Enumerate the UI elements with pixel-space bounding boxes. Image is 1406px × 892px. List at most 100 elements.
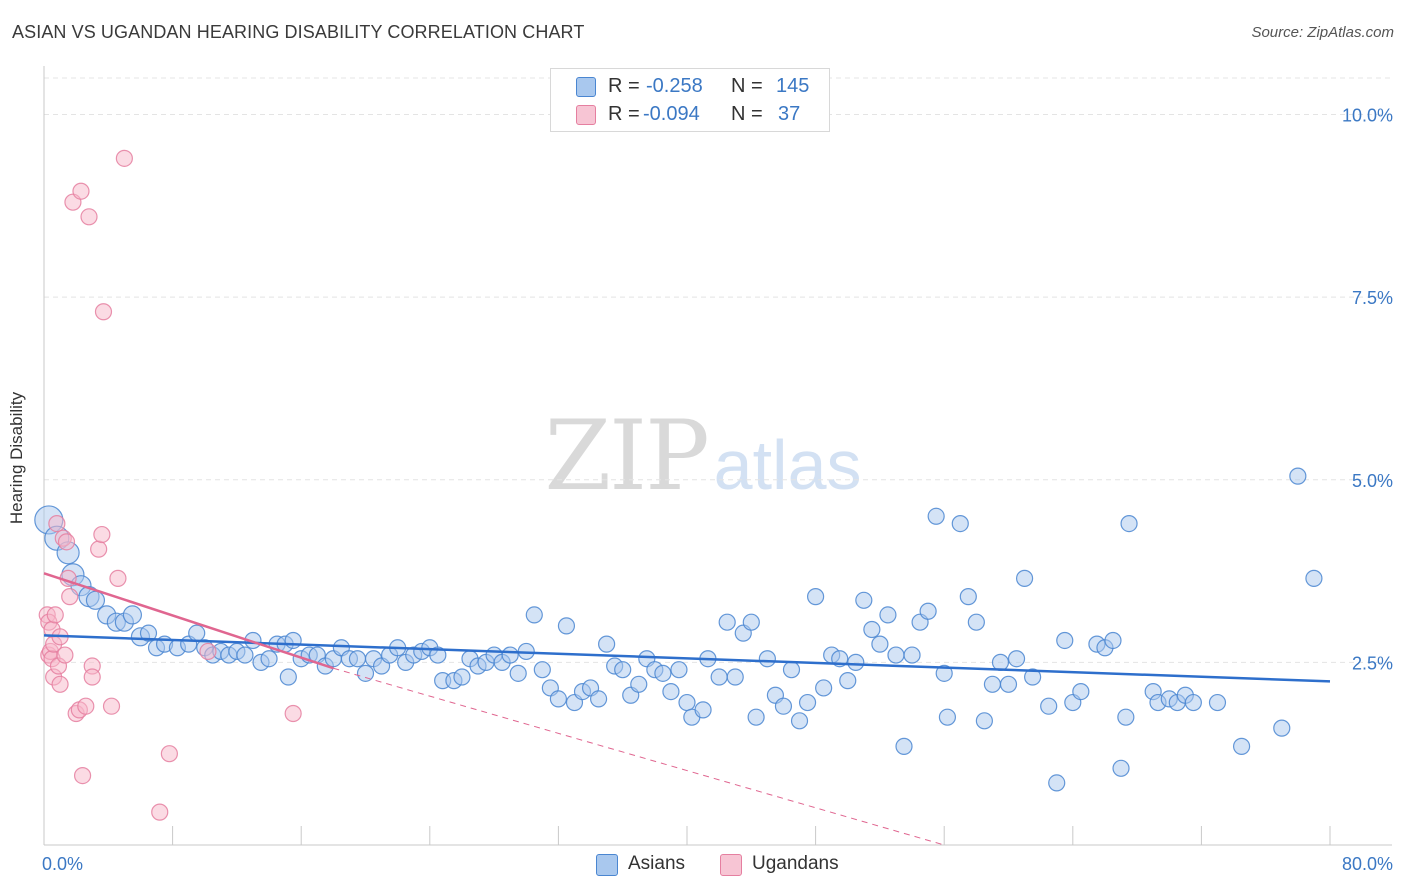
ugandan-point [284,704,302,723]
asian-point [983,675,1002,693]
grid-layer [44,77,1392,663]
ugandan-point [73,767,92,785]
asian-point [1120,514,1138,533]
ugandan-point [61,588,79,606]
asian-point [758,650,776,668]
asian-point [1104,631,1122,650]
asian-point [1015,569,1034,587]
asian-point [935,664,953,682]
asian-point [742,613,760,631]
asian-point [903,646,921,664]
asian-point [236,646,254,664]
source-credit: Source: ZipAtlas.com [1251,24,1394,41]
y-tick-label: 5.0% [1352,471,1393,491]
ugandan-point [80,208,98,226]
asian-point [938,708,957,726]
asian-point [429,646,447,664]
legend-n-value-asians: 145 [776,75,810,97]
legend-n-label: N = [731,103,763,125]
asian-point [782,661,801,679]
asian-point [188,624,206,642]
asian-point [1305,569,1323,587]
ugandan-point [115,149,133,167]
asian-point [879,606,897,624]
asian-point [959,588,977,606]
asian-point [549,690,568,708]
asian-point [790,712,809,730]
asian-point [356,664,375,682]
correlation-legend: R = -0.258 N = 145 R = -0.094 N = 37 [550,68,830,132]
series-legend: Asians Ugandans [0,852,1406,880]
asian-point [1184,693,1202,712]
asian-point [718,613,736,631]
asian-point [694,701,712,719]
asian-point [710,668,728,686]
chart-title: ASIAN VS UGANDAN HEARING DISABILITY CORR… [12,22,585,42]
ugandan-point [102,697,121,715]
asian-point [1117,708,1135,726]
asian-point [774,697,793,715]
points-layer [34,149,1323,821]
asian-point [1056,631,1074,650]
asian-point [678,693,696,712]
asian-point [927,507,945,525]
asian-point [85,590,106,610]
asian-point [453,668,471,686]
series-swatch-ugandans [720,854,742,876]
asian-point [509,664,527,682]
axis-layer [43,66,1392,846]
asian-point [557,617,576,635]
ugandan-trend-extension [333,667,945,846]
asian-point [798,693,817,712]
asian-point [1040,697,1058,715]
asian-point [887,646,905,664]
asian-point [991,653,1010,671]
asian-point [501,646,519,664]
asian-point [1232,737,1251,755]
asian-point [670,661,688,679]
ugandan-point [77,697,95,715]
asian-point [139,624,158,642]
asian-point [871,635,889,653]
asian-point [614,661,632,679]
series-label-ugandans: Ugandans [752,853,839,874]
ugandan-point [48,514,66,533]
asian-point [863,620,881,639]
ugandan-point [151,803,169,821]
asian-point [847,653,865,671]
ugandan-point [109,569,127,587]
legend-r-value-ugandans: -0.094 [643,103,700,125]
asian-point [533,661,551,679]
x-tick-label-max: 80.0% [1342,854,1393,874]
asian-point [260,650,278,668]
asian-point [598,635,616,653]
asian-point [726,668,744,686]
legend-row-asians: R = -0.258 N = 145 [551,73,829,101]
legend-r-value-asians: -0.258 [646,75,703,97]
legend-swatch-asians [576,77,596,97]
asian-point [999,675,1018,693]
asian-point [815,679,833,697]
ugandan-trend-line [43,572,334,670]
ugandan-point [72,182,90,200]
asian-point [747,708,765,726]
ugandan-point [160,745,178,763]
ugandan-point [90,540,108,558]
asian-point [1289,467,1307,485]
asian-point [1273,719,1291,737]
asian-point [806,588,825,606]
asian-point [348,650,367,668]
asian-point [967,613,985,631]
ugandan-point [56,646,74,664]
legend-r-label: R = [608,103,640,125]
asian-point [662,682,680,701]
y-tick-label: 2.5% [1352,653,1393,673]
ugandan-point [94,303,113,321]
asian-point [951,514,969,533]
asian-point [919,602,937,620]
series-label-asians: Asians [628,853,686,874]
ugandan-point [199,642,217,661]
asian-point [122,605,143,625]
asian-point [279,668,297,686]
asian-point [855,591,873,609]
